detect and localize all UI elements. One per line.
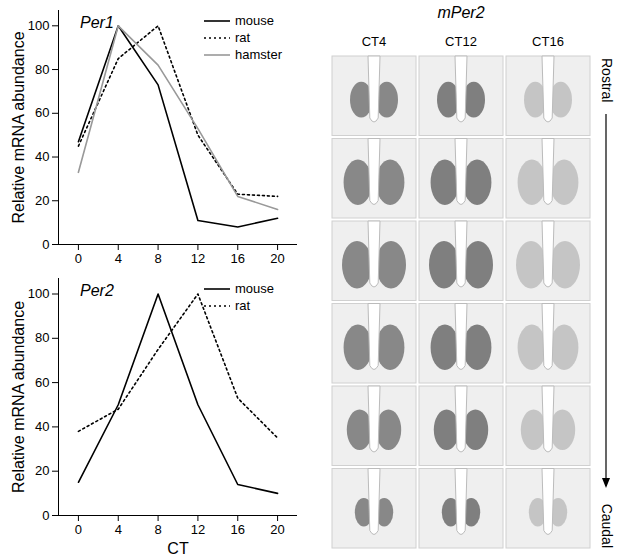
svg-text:4: 4	[115, 251, 122, 266]
svg-text:16: 16	[231, 522, 245, 537]
svg-text:Caudal: Caudal	[599, 504, 615, 548]
html-text:mouse: mouse	[235, 13, 274, 28]
svg-text:CT12: CT12	[445, 34, 477, 49]
svg-text:40: 40	[35, 149, 49, 164]
svg-text:Relative mRNA abundance: Relative mRNA abundance	[10, 301, 27, 493]
svg-text:20: 20	[270, 251, 284, 266]
svg-text:8: 8	[154, 522, 161, 537]
svg-text:40: 40	[35, 419, 49, 434]
svg-text:80: 80	[35, 62, 49, 77]
svg-text:16: 16	[231, 251, 245, 266]
html-text:rat: rat	[235, 298, 251, 313]
svg-text:20: 20	[270, 522, 284, 537]
svg-text:CT16: CT16	[532, 34, 564, 49]
html-text:mouse: mouse	[235, 281, 274, 296]
html-text:Per2: Per2	[80, 282, 114, 299]
svg-text:12: 12	[191, 522, 205, 537]
svg-text:CT: CT	[167, 540, 189, 557]
svg-text:12: 12	[191, 251, 205, 266]
svg-text:0: 0	[75, 522, 82, 537]
svg-text:60: 60	[35, 105, 49, 120]
svg-text:20: 20	[35, 193, 49, 208]
svg-text:100: 100	[28, 18, 50, 33]
html-text:rat: rat	[235, 30, 251, 45]
svg-text:100: 100	[28, 286, 50, 301]
html-text:hamster: hamster	[235, 47, 282, 62]
svg-text:CT4: CT4	[362, 34, 387, 49]
svg-text:0: 0	[42, 508, 49, 523]
svg-text:80: 80	[35, 330, 49, 345]
svg-text:8: 8	[154, 251, 161, 266]
svg-text:mPer2: mPer2	[437, 4, 484, 21]
svg-text:Rostral: Rostral	[599, 58, 615, 102]
svg-text:60: 60	[35, 375, 49, 390]
svg-text:0: 0	[75, 251, 82, 266]
svg-text:Relative mRNA abundance: Relative mRNA abundance	[10, 31, 27, 223]
svg-text:0: 0	[42, 237, 49, 252]
svg-text:4: 4	[115, 522, 122, 537]
svg-text:20: 20	[35, 463, 49, 478]
html-text:Per1: Per1	[80, 14, 114, 31]
